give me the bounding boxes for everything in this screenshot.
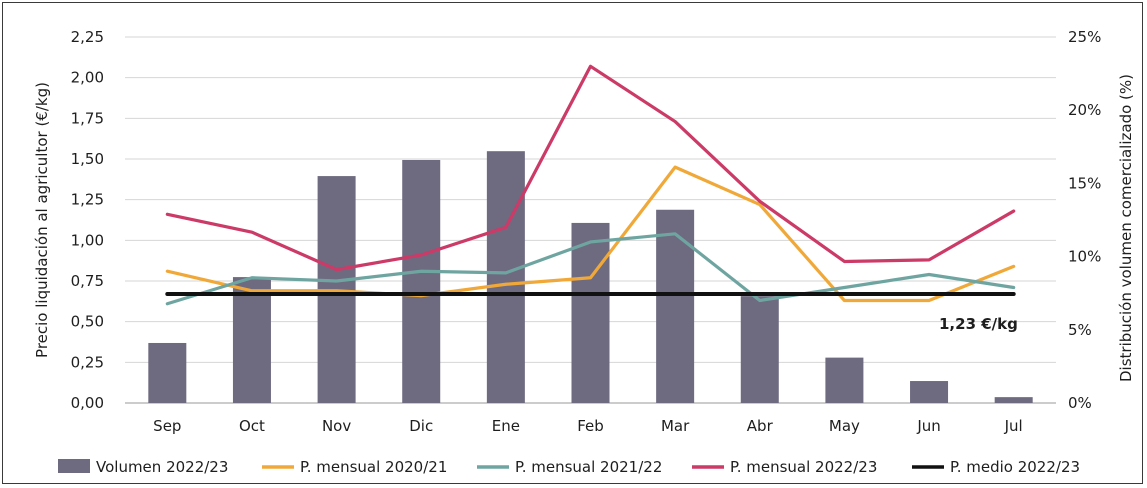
legend-swatch-bar [58, 459, 90, 473]
right-axis-tick-label: 10% [1068, 248, 1101, 266]
x-axis-tick-label: Jun [916, 417, 940, 435]
gridlines [125, 36, 1056, 404]
legend: Volumen 2022/23 P. mensual 2020/21 P. mens… [58, 458, 1080, 476]
x-axis-tick-label: Sep [153, 417, 181, 435]
left-axis-tick-label: 0,50 [71, 313, 104, 331]
series-line [165, 232, 1016, 306]
volume-bar [910, 381, 949, 403]
right-axis-tick-label: 0% [1068, 394, 1092, 412]
left-axis-title: Precio liquidación al agricultor (€/kg) [33, 82, 51, 358]
price-lines [165, 64, 1016, 306]
right-axis-ticks: 0% 5% 10% 15% 20% 25% [1068, 28, 1101, 412]
left-axis-tick-label: 0,00 [71, 394, 104, 412]
x-axis-tick-label: Abr [747, 417, 774, 435]
legend-label: P. mensual 2021/22 [515, 458, 662, 476]
x-axis-tick-label: Mar [661, 417, 690, 435]
left-axis-tick-label: 1,75 [71, 109, 104, 127]
right-axis-tick-label: 25% [1068, 28, 1101, 46]
legend-label: P. medio 2022/23 [950, 458, 1080, 476]
right-axis-tick-label: 5% [1068, 321, 1092, 339]
volume-bar [656, 209, 695, 403]
x-axis-tick-label: Oct [239, 417, 265, 435]
left-axis-tick-label: 1,00 [71, 231, 104, 249]
x-axis-ticks: Sep Oct Nov Dic Ene Feb Mar Abr May Jun Jul [153, 417, 1023, 435]
right-axis-tick-label: 20% [1068, 101, 1101, 119]
x-axis-tick-label: May [829, 417, 860, 435]
average-price-annotation: 1,23 €/kg [939, 315, 1018, 333]
left-axis-ticks: 0,00 0,25 0,50 0,75 1,00 1,25 1,50 1,75 2,00 2,25 [71, 28, 104, 412]
volume-bar [402, 159, 441, 403]
x-axis-tick-label: Dic [409, 417, 433, 435]
left-axis-tick-label: 0,25 [71, 353, 104, 371]
volume-bar [148, 342, 187, 403]
left-axis-tick-label: 2,25 [71, 28, 104, 46]
x-axis-tick-label: Ene [492, 417, 520, 435]
legend-label: P. mensual 2020/21 [300, 458, 447, 476]
left-axis-tick-label: 2,00 [71, 69, 104, 87]
legend-label: Volumen 2022/23 [96, 458, 228, 476]
volume-bars [148, 151, 1033, 403]
right-axis-title: Distribución volumen comercializado (%) [1117, 74, 1135, 382]
volume-bar [232, 277, 271, 403]
right-axis-tick-label: 15% [1068, 174, 1101, 192]
legend-label: P. mensual 2022/23 [730, 458, 877, 476]
left-axis-tick-label: 1,25 [71, 191, 104, 209]
volume-bar [994, 397, 1033, 403]
left-axis-tick-label: 1,50 [71, 150, 104, 168]
volume-bar [825, 357, 864, 403]
series-line [165, 64, 1016, 272]
left-axis-tick-label: 0,75 [71, 272, 104, 290]
x-axis-tick-label: Jul [1004, 417, 1023, 435]
x-axis-tick-label: Nov [322, 417, 351, 435]
x-axis-tick-label: Feb [577, 417, 604, 435]
volume-bar [486, 151, 525, 403]
volume-bar [571, 222, 610, 403]
series-line [165, 165, 1016, 303]
volume-bar [740, 296, 779, 403]
